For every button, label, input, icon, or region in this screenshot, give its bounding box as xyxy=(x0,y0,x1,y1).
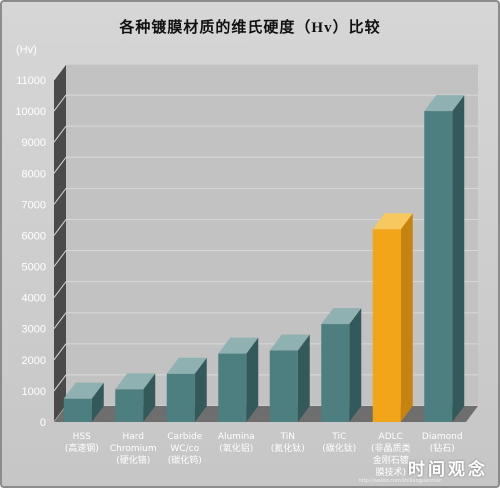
bar-top xyxy=(63,382,104,399)
watermark-url: http://weibo.com/shijianguannian xyxy=(358,478,442,484)
gridline-wall xyxy=(53,94,67,112)
x-tick-label: Hard xyxy=(122,432,144,442)
x-tick-label: 金刚石镀 xyxy=(373,454,409,466)
bar xyxy=(321,324,350,422)
bar-top xyxy=(218,337,259,354)
x-tick-label: (氮化钛) xyxy=(271,442,305,454)
y-tick-label: 10000 xyxy=(15,106,46,118)
bar xyxy=(218,353,247,422)
bar xyxy=(372,229,401,422)
bar xyxy=(63,398,92,422)
y-tick-label: 5000 xyxy=(22,262,46,274)
x-tick-label: (钻石) xyxy=(430,442,455,454)
gridline-wall xyxy=(53,125,67,143)
gridline-wall xyxy=(53,156,67,174)
bar-side xyxy=(452,95,465,422)
bar-side xyxy=(400,213,413,422)
watermark: 时间观念 xyxy=(408,460,488,480)
x-tick-label: (碳化钨) xyxy=(168,454,202,466)
chart-title: 各种镀膜材质的维氏硬度（Hv）比较 xyxy=(119,20,381,36)
x-tick-label: WC/co xyxy=(170,444,199,454)
gridline-wall xyxy=(53,250,67,267)
bar-top xyxy=(115,373,156,390)
x-tick-label: Carbide xyxy=(167,432,202,442)
x-tick-label: Chromium xyxy=(110,444,157,454)
bar-side xyxy=(246,337,259,422)
x-tick-label: 膜技术) xyxy=(375,466,406,478)
x-tick-label: ADLC xyxy=(379,432,403,442)
bar-top xyxy=(166,357,207,374)
bar-side xyxy=(349,308,362,422)
gridline-wall xyxy=(53,63,67,81)
bar-top xyxy=(372,213,413,230)
y-tick-label: 0 xyxy=(40,417,46,429)
floor xyxy=(54,406,478,422)
gridline-wall xyxy=(53,281,67,298)
bar-top xyxy=(424,95,465,112)
gridline-wall xyxy=(53,374,67,392)
x-tick-label: (硬化铬) xyxy=(116,454,150,466)
x-tick-label: (高速钢) xyxy=(65,442,99,454)
x-tick-label: HSS xyxy=(73,432,91,442)
bar-side xyxy=(91,382,104,422)
gridline-wall xyxy=(53,343,67,361)
gridline-wall xyxy=(53,219,67,236)
bar-top xyxy=(321,308,362,325)
bar-side xyxy=(194,357,207,422)
bar xyxy=(424,111,453,422)
x-tick-label: (非晶质类 xyxy=(371,442,411,454)
x-tick-label: (氧化铝) xyxy=(219,442,253,454)
x-tick-label: (碳化钛) xyxy=(322,442,356,454)
bar-side xyxy=(143,373,156,422)
bar xyxy=(166,373,195,422)
y-tick-label: 3000 xyxy=(22,324,46,336)
x-tick-label: TiN xyxy=(280,432,295,442)
y-tick-label: 9000 xyxy=(22,137,46,149)
x-tick-label: TiC xyxy=(331,432,346,442)
y-tick-label: 11000 xyxy=(16,75,46,87)
y-tick-label: 6000 xyxy=(22,230,46,242)
bar xyxy=(269,350,298,422)
x-tick-label: Diamond xyxy=(422,432,463,442)
y-tick-label: 2000 xyxy=(22,355,46,367)
y-tick-label: 8000 xyxy=(22,168,46,180)
y-tick-label: 7000 xyxy=(22,199,46,211)
y-tick-label: 1000 xyxy=(22,386,46,398)
bar-top xyxy=(269,334,310,351)
bar-side xyxy=(297,334,310,422)
y-axis-unit: (Hv) xyxy=(16,44,37,56)
left-wall xyxy=(54,64,66,422)
y-tick-label: 4000 xyxy=(22,293,46,305)
gridline-wall xyxy=(53,312,67,330)
gridline-wall xyxy=(53,188,67,205)
bar xyxy=(115,389,144,422)
x-tick-label: Alumina xyxy=(218,432,255,442)
